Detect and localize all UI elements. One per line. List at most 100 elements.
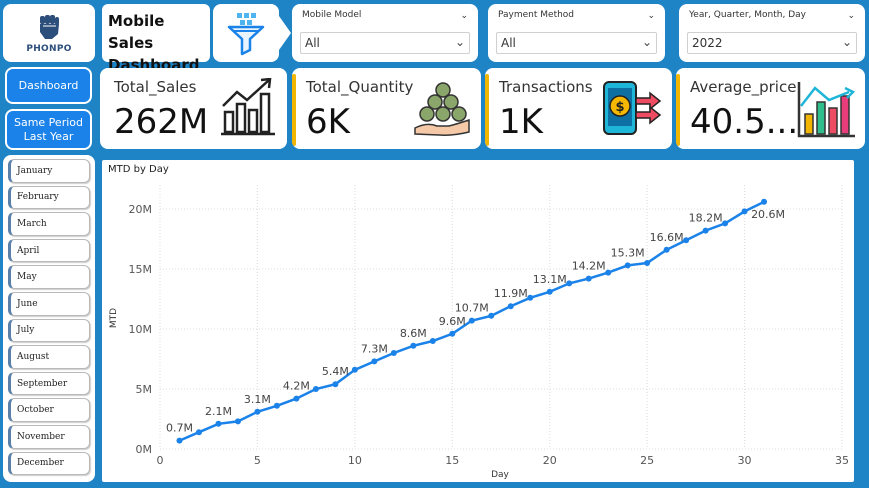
month-item[interactable]: November [8, 424, 90, 449]
y-tick-label: 0M [136, 443, 153, 456]
data-label: 4.2M [283, 380, 310, 393]
data-label: 13.1M [533, 273, 567, 286]
filter-panel-toggle[interactable] [213, 4, 279, 62]
dashboard-button-label: Dashboard [18, 78, 79, 92]
data-label: 20.6M [751, 208, 785, 221]
data-point [683, 237, 690, 244]
data-point [741, 208, 748, 215]
kpi-value: 262M [114, 102, 209, 142]
data-point [624, 262, 631, 269]
data-point [351, 366, 358, 373]
month-item[interactable]: September [8, 371, 90, 396]
data-point [644, 260, 651, 266]
title-line-1: Mobile Sales [108, 12, 165, 52]
data-point [195, 429, 202, 436]
month-item[interactable]: April [8, 238, 90, 263]
data-label: 8.6M [400, 327, 427, 340]
month-item[interactable]: March [8, 212, 90, 236]
month-item[interactable]: January [8, 159, 90, 183]
month-item[interactable]: August [8, 345, 90, 369]
funnel-icon [227, 13, 265, 56]
kpi-value: 1K [499, 102, 543, 142]
data-label: 5.4M [322, 365, 349, 378]
chevron-down-icon[interactable]: ⌄ [847, 11, 855, 21]
chevron-down-icon[interactable]: ⌄ [647, 11, 655, 21]
mobile-model-label: Mobile Model [302, 10, 362, 20]
data-point [176, 437, 183, 444]
data-point [507, 303, 514, 310]
chevron-down-icon: ⌄ [454, 35, 465, 49]
kpi-label: Transactions [499, 78, 593, 96]
data-label: 9.6M [439, 315, 466, 328]
payment-method-slicer[interactable]: Payment Method ⌄ All ⌄ [488, 4, 665, 62]
coins-hand-icon [414, 82, 470, 136]
month-item[interactable]: July [8, 318, 90, 343]
y-tick-label: 20M [129, 203, 153, 216]
same-period-label-line-1: Same Period [13, 115, 83, 129]
y-tick-label: 10M [129, 323, 153, 336]
same-period-last-year-button[interactable]: Same Period Last Year [5, 109, 92, 150]
y-tick-label: 15M [129, 263, 153, 276]
data-point [234, 418, 241, 425]
y-axis-label: MTD [109, 308, 119, 328]
kpi-label: Total_Quantity [306, 78, 414, 96]
axes: 0M 5M 10M 15M 20M 0 5 10 15 20 25 30 35 [129, 203, 850, 467]
data-point [468, 317, 475, 324]
chevron-down-icon: ⌄ [841, 35, 852, 49]
payment-method-label: Payment Method [498, 10, 575, 20]
month-item[interactable]: June [8, 291, 90, 316]
chevron-down-icon: ⌄ [641, 35, 652, 49]
data-point [390, 350, 397, 356]
date-label: Year, Quarter, Month, Day [689, 10, 806, 20]
data-label: 0.7M [166, 422, 193, 435]
fist-logo-icon [40, 15, 59, 39]
kpi-transactions: Transactions 1K $ [485, 68, 672, 149]
data-point [312, 386, 319, 392]
mobile-payment-icon: $ [603, 81, 662, 135]
chevron-down-icon[interactable]: ⌄ [460, 11, 468, 21]
arrow-divider [279, 16, 291, 50]
kpi-average-price: Average_price 40.5... [676, 68, 865, 149]
logo-text: PHONPO [26, 44, 72, 54]
data-label: 14.2M [572, 260, 606, 273]
data-point [761, 198, 768, 205]
same-period-label-line-2: Last Year [23, 129, 74, 143]
data-label: 2.1M [205, 405, 232, 418]
date-dropdown[interactable]: 2022 ⌄ [687, 32, 857, 54]
payment-method-value: All [501, 36, 516, 50]
data-point [722, 220, 729, 227]
kpi-label: Total_Sales [114, 78, 197, 96]
page-title: Mobile Sales Dashboard [102, 4, 210, 74]
data-label: 11.9M [494, 287, 528, 300]
data-label: 16.6M [650, 231, 684, 244]
date-value: 2022 [692, 36, 723, 50]
data-label: 10.7M [455, 302, 489, 315]
data-point [429, 338, 436, 344]
mtd-by-day-chart: MTD by Day 0M 5M 10M 15M 20M 0 5 10 15 20 25 30 35 0… [102, 160, 854, 482]
mobile-model-value: All [305, 36, 320, 50]
payment-method-dropdown[interactable]: All ⌄ [496, 32, 657, 54]
mobile-model-dropdown[interactable]: All ⌄ [300, 32, 470, 54]
data-point [488, 312, 495, 319]
data-point [254, 408, 261, 415]
data-point [449, 330, 456, 337]
month-item[interactable]: October [8, 398, 90, 422]
kpi-label: Average_price [690, 78, 797, 96]
data-label: 7.3M [361, 342, 388, 355]
month-item[interactable]: May [8, 265, 90, 289]
y-tick-label: 5M [136, 383, 153, 396]
data-point [215, 420, 222, 427]
date-slicer[interactable]: Year, Quarter, Month, Day ⌄ 2022 ⌄ [679, 4, 865, 62]
data-point [332, 381, 339, 388]
data-label: 18.2M [689, 212, 723, 225]
month-item[interactable]: December [8, 451, 90, 476]
month-item[interactable]: February [8, 185, 90, 210]
kpi-accent-bar [676, 74, 680, 146]
data-point [527, 294, 534, 301]
mobile-model-slicer[interactable]: Mobile Model ⌄ All ⌄ [292, 4, 478, 62]
x-tick-label: 5 [254, 454, 261, 467]
dashboard-button[interactable]: Dashboard [5, 67, 92, 104]
x-tick-label: 25 [640, 454, 654, 467]
kpi-total-quantity: Total_Quantity 6K [292, 68, 481, 149]
